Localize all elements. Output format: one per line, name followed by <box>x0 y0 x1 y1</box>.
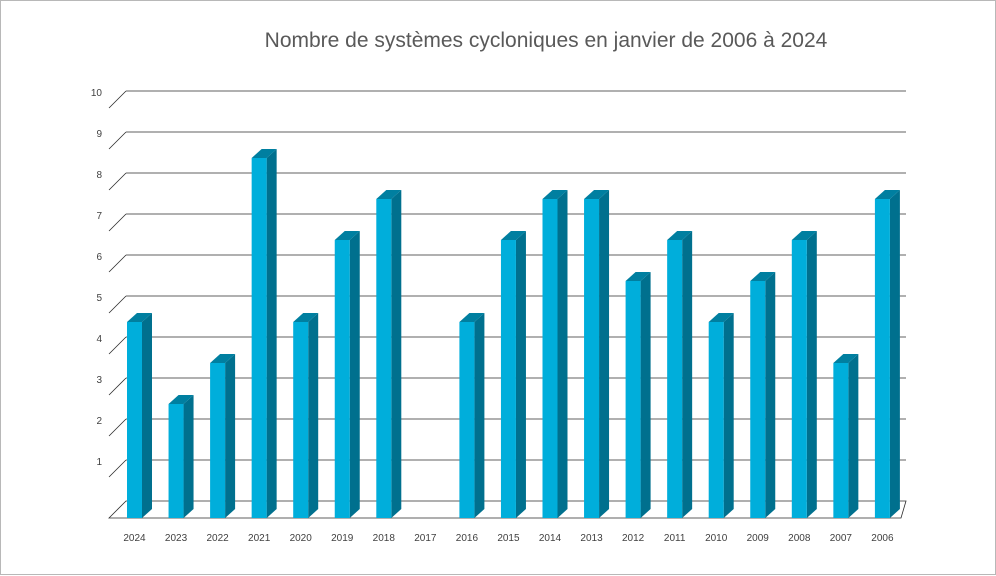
gridline-diagonal <box>108 418 127 437</box>
bar-side <box>515 231 526 518</box>
bar-top <box>251 149 277 158</box>
bar-top <box>708 313 734 322</box>
bar <box>334 240 350 518</box>
y-tick-label: 7 <box>96 211 102 222</box>
x-tick-label: 2010 <box>705 533 728 544</box>
x-tick-label: 2024 <box>123 533 146 544</box>
bar-side <box>848 354 859 518</box>
bar-top <box>750 272 776 281</box>
bar-side <box>723 313 734 518</box>
bar-side <box>682 231 693 518</box>
x-tick-label: 2018 <box>373 533 396 544</box>
bar-side <box>225 354 236 518</box>
gridline-diagonal <box>108 336 127 355</box>
x-tick-label: 2014 <box>539 533 562 544</box>
bar <box>833 363 849 518</box>
bar-top <box>584 190 610 199</box>
y-tick-label: 6 <box>96 252 102 263</box>
y-tick-label: 5 <box>96 293 102 304</box>
bar-top <box>500 231 526 240</box>
gridline-diagonal <box>108 172 127 191</box>
bar-side <box>142 313 152 518</box>
x-tick-label: 2013 <box>580 533 603 544</box>
x-tick-label: 2019 <box>331 533 354 544</box>
y-tick-label: 3 <box>96 375 102 386</box>
gridline-diagonal <box>108 131 127 150</box>
bar-side <box>349 231 360 518</box>
chart-title: Nombre de systèmes cycloniques en janvie… <box>264 29 828 52</box>
y-tick-label: 10 <box>91 88 103 99</box>
x-tick-label: 2020 <box>290 533 313 544</box>
x-tick-label: 2023 <box>165 533 188 544</box>
bar-side <box>599 190 610 518</box>
x-tick-label: 2011 <box>664 533 686 544</box>
bar-top <box>667 231 693 240</box>
bar-top <box>210 354 236 363</box>
bar <box>127 322 142 518</box>
bar-side <box>765 272 776 518</box>
x-tick-label: 2008 <box>788 533 811 544</box>
bar <box>459 322 475 518</box>
gridline-diagonal <box>108 254 127 273</box>
bar <box>584 199 600 518</box>
x-tick-label: 2021 <box>248 533 271 544</box>
bar-top <box>376 190 402 199</box>
bar-side <box>474 313 485 518</box>
x-tick-label: 2012 <box>622 533 645 544</box>
x-tick-label: 2022 <box>206 533 229 544</box>
bar-side <box>889 190 900 518</box>
bar-side <box>266 149 277 518</box>
gridline-diagonal <box>108 295 127 314</box>
gridline-diagonal <box>108 459 127 478</box>
bar-side <box>391 190 402 518</box>
bar-top <box>625 272 651 281</box>
bar-side <box>183 395 194 518</box>
bar-top <box>791 231 817 240</box>
bar <box>500 240 516 518</box>
x-tick-label: 2017 <box>414 533 437 544</box>
bar-side <box>806 231 817 518</box>
bar <box>293 322 309 518</box>
x-tick-label: 2006 <box>871 533 894 544</box>
bar <box>874 199 890 518</box>
gridline-diagonal <box>108 213 127 232</box>
bar-side <box>557 190 568 518</box>
bar <box>708 322 724 518</box>
bar-top <box>542 190 568 199</box>
x-tick-label: 2007 <box>830 533 853 544</box>
x-tick-label: 2015 <box>497 533 520 544</box>
bar-top <box>293 313 319 322</box>
bar-top <box>334 231 360 240</box>
bar <box>251 158 267 518</box>
gridline-diagonal <box>108 90 127 109</box>
bar-top <box>127 313 152 322</box>
x-tick-label: 2009 <box>747 533 770 544</box>
y-tick-label: 1 <box>96 457 102 468</box>
y-tick-label: 4 <box>96 334 102 345</box>
bar <box>625 281 641 518</box>
bar-top <box>874 190 900 199</box>
bar-top <box>459 313 485 322</box>
bar <box>791 240 807 518</box>
x-tick-label: 2016 <box>456 533 479 544</box>
bar <box>376 199 392 518</box>
bar <box>750 281 766 518</box>
gridline-diagonal <box>108 377 127 396</box>
bar <box>168 404 184 518</box>
bar <box>210 363 226 518</box>
bar-side <box>640 272 651 518</box>
y-tick-label: 9 <box>96 129 102 140</box>
y-tick-label: 8 <box>96 170 102 181</box>
bar-top <box>833 354 859 363</box>
bar <box>542 199 558 518</box>
bar-top <box>168 395 194 404</box>
bar-side <box>308 313 319 518</box>
y-tick-label: 2 <box>96 416 102 427</box>
bar <box>667 240 683 518</box>
